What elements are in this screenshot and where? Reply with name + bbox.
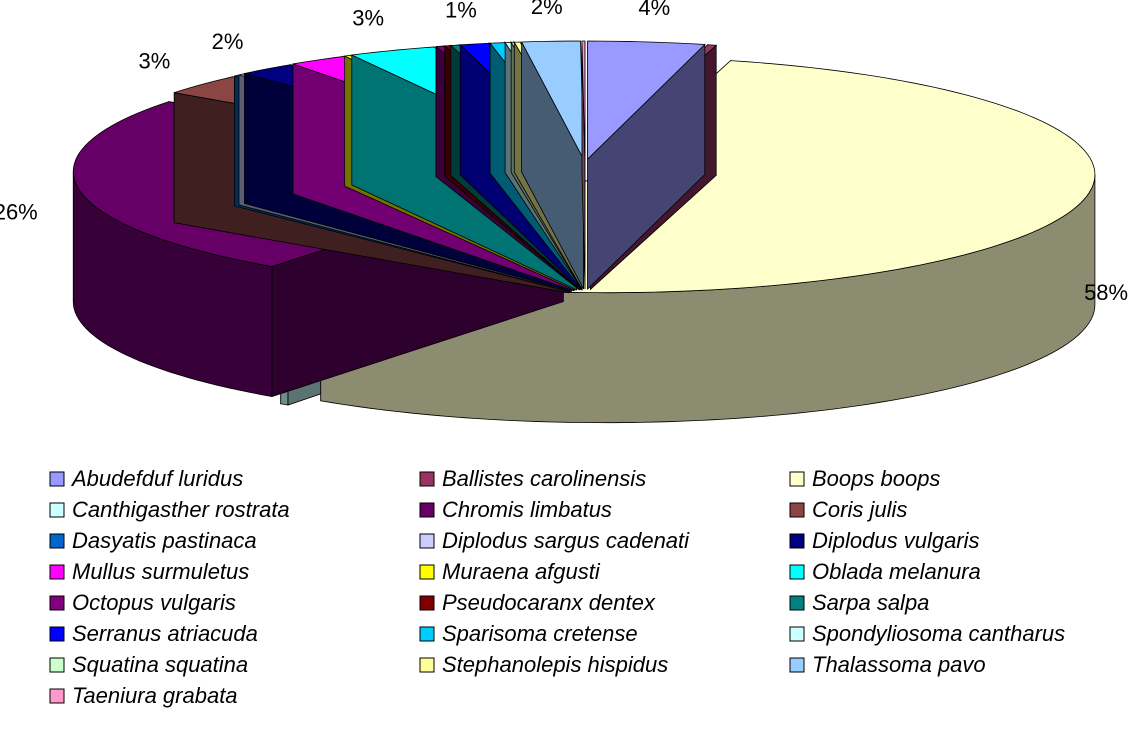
- legend-label: Muraena afgusti: [442, 559, 601, 584]
- legend-swatch: [789, 595, 805, 611]
- legend-swatch: [419, 502, 435, 518]
- legend-label: Boops boops: [812, 466, 940, 491]
- data-label: 58%: [1084, 280, 1128, 305]
- legend-label: Oblada melanura: [812, 559, 981, 584]
- legend-swatch: [419, 595, 435, 611]
- slice-top: [520, 40, 584, 160]
- legend-label: Taeniura grabata: [72, 683, 238, 708]
- legend-label: Sparisoma cretense: [442, 621, 638, 646]
- legend-label: Canthigasther rostrata: [72, 497, 290, 522]
- legend-swatch: [419, 626, 435, 642]
- legend-label: Diplodus sargus cadenati: [442, 528, 690, 553]
- data-label: 3%: [138, 48, 170, 73]
- legend-swatch: [789, 564, 805, 580]
- legend-label: Thalassoma pavo: [812, 652, 986, 677]
- data-label: 26%: [0, 199, 38, 224]
- legend-swatch: [419, 564, 435, 580]
- legend-swatch: [49, 502, 65, 518]
- legend-swatch: [419, 471, 435, 487]
- legend-label: Squatina squatina: [72, 652, 248, 677]
- legend-label: Octopus vulgaris: [72, 590, 236, 615]
- legend-label: Dasyatis pastinaca: [72, 528, 257, 553]
- legend-swatch: [789, 626, 805, 642]
- legend-label: Sarpa salpa: [812, 590, 929, 615]
- data-label: 2%: [531, 0, 563, 19]
- legend-swatch: [789, 533, 805, 549]
- data-label: 3%: [352, 6, 384, 31]
- legend-swatch: [49, 626, 65, 642]
- legend-swatch: [419, 657, 435, 673]
- legend-swatch: [49, 688, 65, 704]
- data-label: 2%: [212, 29, 244, 54]
- slice: [581, 40, 586, 290]
- slice-top: [581, 40, 586, 160]
- legend-swatch: [49, 471, 65, 487]
- legend-swatch: [49, 564, 65, 580]
- legend-label: Mullus surmuletus: [72, 559, 249, 584]
- legend-swatch: [789, 502, 805, 518]
- legend-label: Coris julis: [812, 497, 907, 522]
- slice: [587, 40, 706, 291]
- legend-label: Diplodus vulgaris: [812, 528, 980, 553]
- legend-swatch: [789, 657, 805, 673]
- legend-label: Abudefduf luridus: [70, 466, 243, 491]
- legend-swatch: [49, 595, 65, 611]
- legend-label: Pseudocaranx dentex: [442, 590, 656, 615]
- data-label: 4%: [638, 0, 670, 20]
- slice-top: [587, 40, 706, 161]
- data-label: 1%: [445, 0, 477, 23]
- legend-swatch: [419, 533, 435, 549]
- legend-swatch: [49, 533, 65, 549]
- legend-label: Chromis limbatus: [442, 497, 612, 522]
- legend-label: Spondyliosoma cantharus: [812, 621, 1065, 646]
- legend-label: Serranus atriacuda: [72, 621, 258, 646]
- legend-swatch: [49, 657, 65, 673]
- legend-label: Stephanolepis hispidus: [442, 652, 668, 677]
- legend-swatch: [789, 471, 805, 487]
- legend-label: Ballistes carolinensis: [442, 466, 646, 491]
